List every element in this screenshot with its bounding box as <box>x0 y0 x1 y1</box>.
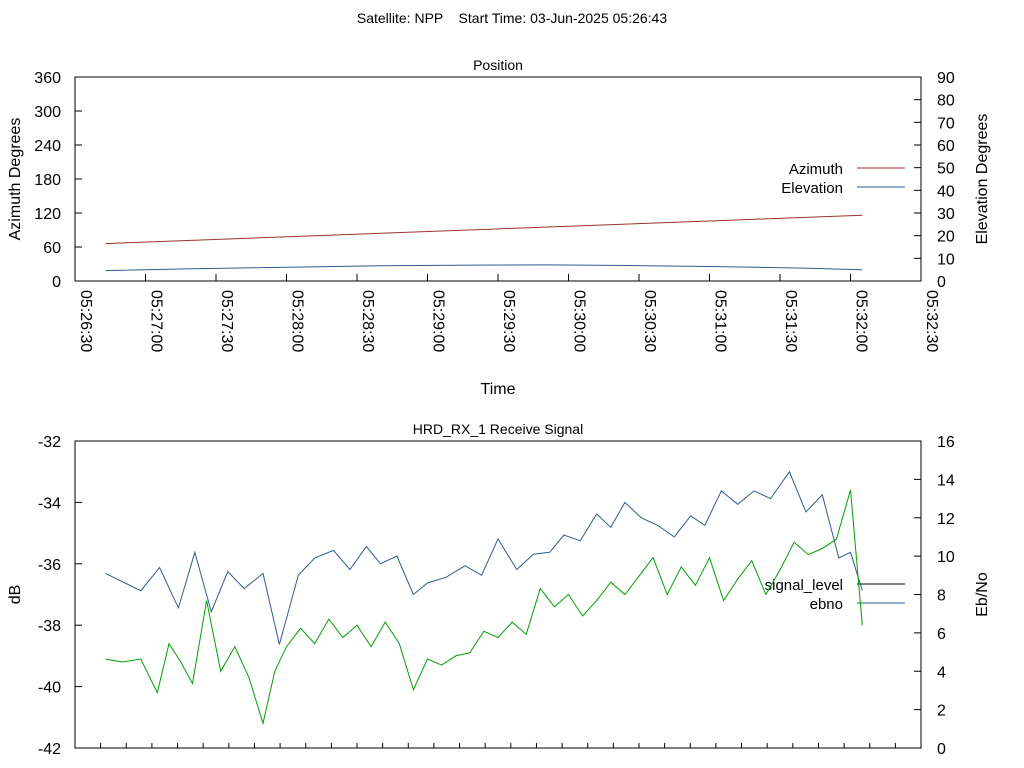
y2-tick-label: 80 <box>937 93 955 110</box>
x-tick-label: 05:28:00 <box>289 290 306 352</box>
position-chart: Position 0 60 120 180 240 300 360 0 10 20 30 40 50 60 7… <box>7 57 991 398</box>
y2-tick-label: 90 <box>937 70 955 87</box>
plot-frame <box>74 76 922 282</box>
x-tick-label: 05:31:30 <box>782 290 799 352</box>
x-tick-label: 05:29:00 <box>430 290 447 352</box>
y2-tick-label: 10 <box>937 251 955 268</box>
y2-axis-label: Eb/No <box>974 572 991 617</box>
y-tick-label: 120 <box>34 206 61 223</box>
page-title: Satellite: NPP Start Time: 03-Jun-2025 0… <box>357 10 667 26</box>
x-tick-label: 05:32:30 <box>923 290 940 352</box>
series-line-azimuth <box>105 214 863 245</box>
y2-tick-label: 6 <box>937 626 946 643</box>
y2-tick-label: 70 <box>937 115 955 132</box>
chart-title: Position <box>473 57 523 73</box>
y-axis-label: dB <box>7 585 24 605</box>
legend-label: signal_level <box>765 577 843 594</box>
x-tick-label: 05:30:00 <box>571 290 588 352</box>
y2-tick-label: 14 <box>937 472 955 489</box>
series-line-ebno <box>105 470 863 645</box>
y2-tick-label: 40 <box>937 183 955 200</box>
x-tick-label: 05:26:30 <box>77 290 94 352</box>
y-tick-label: -42 <box>38 741 61 758</box>
plot-frame <box>74 440 922 749</box>
x-axis-label: Time <box>481 381 516 398</box>
y2-tick-label: 16 <box>937 434 955 451</box>
y2-tick-label: 50 <box>937 161 955 178</box>
legend-label: Elevation <box>781 180 843 197</box>
y-tick-label: 240 <box>34 138 61 155</box>
y-tick-label: -40 <box>38 680 61 697</box>
y-tick-label: -36 <box>38 557 61 574</box>
y-tick-label: 0 <box>52 274 61 291</box>
x-tick-label: 05:30:30 <box>641 290 658 352</box>
legend-label: Azimuth <box>789 161 843 178</box>
y2-tick-label: 10 <box>937 549 955 566</box>
y2-tick-label: 0 <box>937 741 946 758</box>
legend-label: ebno <box>810 596 843 613</box>
y2-tick-label: 12 <box>937 511 955 528</box>
y-tick-label: 60 <box>43 240 61 257</box>
y-tick-label: -38 <box>38 618 61 635</box>
chart-title: HRD_RX_1 Receive Signal <box>413 421 583 437</box>
y2-axis-label: Elevation Degrees <box>974 114 991 245</box>
x-tick-label: 05:32:00 <box>853 290 870 352</box>
receive-signal-chart: HRD_RX_1 Receive Signal -42 -40 -38 -36 -34 -3… <box>7 421 991 758</box>
x-tick-label: 05:31:00 <box>712 290 729 352</box>
y2-tick-label: 0 <box>937 274 946 291</box>
y2-tick-label: 8 <box>937 588 946 605</box>
y-tick-label: 180 <box>34 172 61 189</box>
y-tick-label: 360 <box>34 70 61 87</box>
y2-tick-label: 60 <box>937 138 955 155</box>
x-tick-label: 05:27:30 <box>218 290 235 352</box>
y2-tick-label: 30 <box>937 206 955 223</box>
x-tick-label: 05:28:30 <box>359 290 376 352</box>
y-axis-label: Azimuth Degrees <box>7 118 24 241</box>
series-line-elevation <box>105 264 863 272</box>
y-tick-label: -32 <box>38 434 61 451</box>
y2-tick-label: 4 <box>937 664 946 681</box>
y-tick-label: 300 <box>34 104 61 121</box>
series-line-unnamed <box>105 489 863 726</box>
y-tick-label: -34 <box>38 495 61 512</box>
x-tick-label: 05:27:00 <box>148 290 165 352</box>
x-tick-label: 05:29:30 <box>500 290 517 352</box>
y2-tick-label: 2 <box>937 703 946 720</box>
y2-tick-label: 20 <box>937 229 955 246</box>
